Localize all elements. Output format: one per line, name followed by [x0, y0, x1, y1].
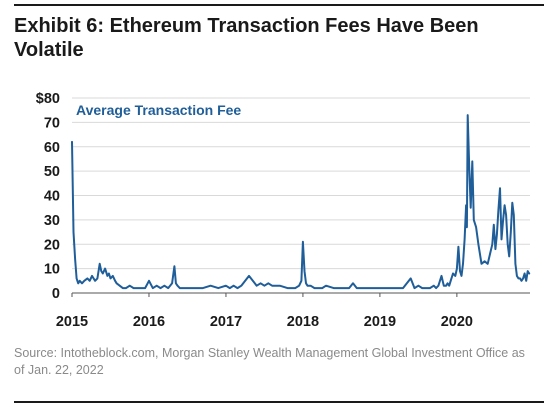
source-note: Source: Intotheblock.com, Morgan Stanley… — [14, 346, 525, 377]
y-tick-label: $80 — [36, 91, 60, 107]
x-axis-tick-labels: 2015 2016 2017 2018 2019 2020 — [56, 314, 473, 330]
x-tick-label: 2017 — [210, 314, 242, 330]
y-tick-label: 70 — [44, 115, 60, 131]
series-label-average-transaction-fee: Average Transaction Fee — [76, 102, 241, 118]
x-axis-tick-marks — [71, 293, 458, 297]
y-tick-label: 60 — [44, 140, 60, 156]
y-axis-tick-labels: 0 10 20 30 40 50 60 70 $80 — [36, 91, 60, 302]
series-line-average-transaction-fee — [71, 114, 531, 290]
y-tick-label: 10 — [44, 262, 60, 278]
exhibit-title: Exhibit 6: Ethereum Transaction Fees Hav… — [14, 15, 479, 61]
x-tick-label: 2016 — [133, 314, 165, 330]
y-tick-label: 0 — [52, 286, 60, 302]
y-tick-label: 50 — [44, 164, 60, 180]
y-tick-label: 40 — [44, 189, 60, 205]
bottom-rule — [14, 401, 544, 403]
x-tick-label: 2015 — [56, 314, 88, 330]
y-tick-label: 20 — [44, 237, 60, 253]
x-tick-label: 2019 — [364, 314, 396, 330]
x-tick-label: 2020 — [441, 314, 473, 330]
gridlines — [72, 97, 530, 270]
y-tick-label: 30 — [44, 213, 60, 229]
x-tick-label: 2018 — [287, 314, 319, 330]
top-rule — [14, 4, 544, 6]
